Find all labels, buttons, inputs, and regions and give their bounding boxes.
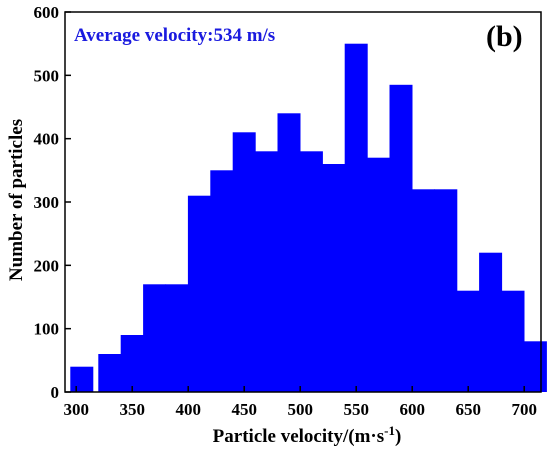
x-tick-label: 450 — [231, 400, 257, 419]
y-tick-label: 600 — [34, 3, 60, 22]
bar-7 — [210, 170, 234, 392]
bar-9 — [255, 151, 279, 392]
y-tick-label: 300 — [34, 193, 60, 212]
x-axis-title-main: Particle velocity/(m·s — [213, 426, 384, 447]
x-tick-label: 650 — [455, 400, 481, 419]
average-velocity-annotation: Average velocity:534 m/s — [74, 25, 275, 46]
bar-14 — [367, 157, 391, 392]
panel-label: (b) — [486, 20, 523, 53]
y-axis: 0 100 200 300 400 500 600 — [34, 3, 71, 402]
bar-18 — [456, 290, 480, 392]
bar-12 — [322, 164, 346, 392]
bars-group — [70, 43, 547, 393]
x-tick-label: 500 — [287, 400, 313, 419]
bar-21 — [523, 341, 547, 392]
y-axis-title: Number of particles — [6, 119, 27, 281]
bar-1 — [70, 366, 94, 392]
x-axis-title-superscript: -1 — [384, 423, 395, 438]
y-tick-label: 400 — [34, 130, 60, 149]
x-axis-title-close: ) — [395, 426, 401, 447]
bar-19 — [479, 252, 503, 392]
x-axis: 300 350 400 450 500 550 600 650 700 — [63, 386, 537, 419]
bar-4 — [143, 284, 167, 392]
x-axis-title: Particle velocity/(m·s-1) — [213, 423, 402, 447]
x-tick-label: 300 — [63, 400, 89, 419]
bar-11 — [299, 151, 323, 392]
x-tick-label: 700 — [511, 400, 537, 419]
bar-16 — [411, 189, 435, 392]
bar-5 — [165, 284, 189, 392]
x-tick-label: 550 — [343, 400, 369, 419]
bar-17 — [434, 189, 458, 392]
bar-20 — [501, 290, 525, 392]
bar-3 — [120, 335, 144, 392]
x-tick-label: 350 — [119, 400, 145, 419]
bar-2 — [98, 354, 122, 392]
bar-15 — [389, 84, 413, 393]
bar-13 — [344, 43, 368, 392]
y-tick-label: 0 — [51, 383, 60, 402]
bar-8 — [232, 132, 256, 393]
y-tick-label: 200 — [34, 256, 60, 275]
y-tick-label: 100 — [34, 320, 60, 339]
y-tick-label: 500 — [34, 66, 60, 85]
x-tick-label: 400 — [175, 400, 201, 419]
bar-10 — [277, 113, 301, 393]
x-tick-label: 600 — [399, 400, 425, 419]
bar-6 — [187, 195, 211, 392]
